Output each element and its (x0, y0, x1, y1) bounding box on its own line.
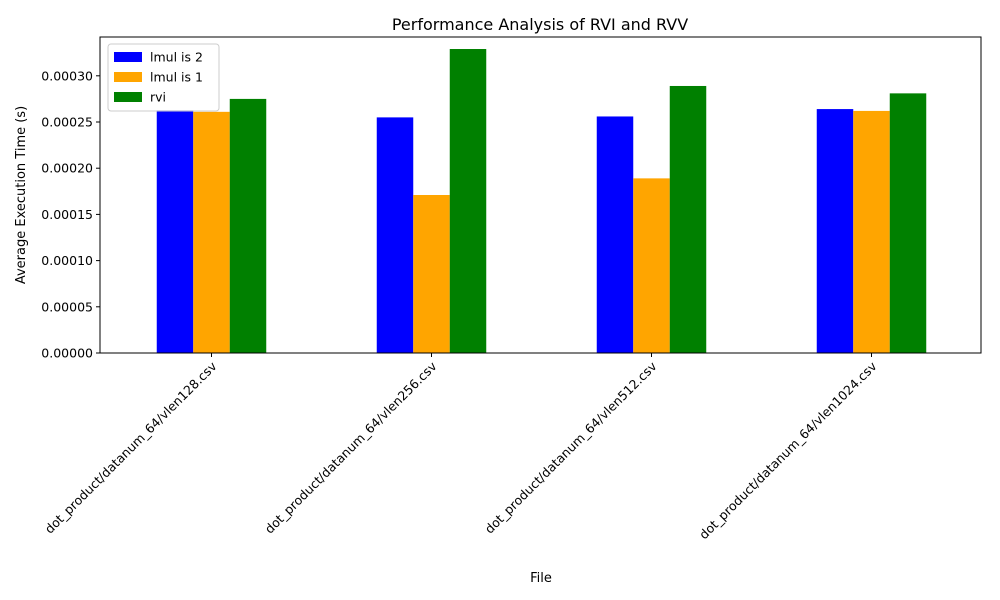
legend-swatch (114, 92, 142, 102)
bar-rvi-3 (889, 93, 927, 353)
x-tick-label: dot_product/datanum_64/vlen128.csv (42, 358, 220, 536)
bar-lmul-is-2-0 (156, 109, 194, 354)
y-tick-label: 0.00025 (41, 115, 93, 130)
x-tick-label: dot_product/datanum_64/vlen1024.csv (696, 358, 880, 542)
bar-rvi-1 (449, 49, 487, 354)
plot-frame (99, 36, 982, 354)
y-tick-label: 0.00010 (41, 253, 93, 268)
legend-label: rvi (150, 90, 166, 105)
y-tick-label: 0.00015 (41, 207, 93, 222)
bars-group (156, 49, 927, 354)
bar-rvi-0 (229, 98, 267, 353)
legend-swatch (114, 72, 142, 82)
chart-title: Performance Analysis of RVI and RVV (392, 15, 688, 34)
bar-lmul-is-1-2 (633, 178, 670, 353)
bar-lmul-is-2-1 (376, 117, 414, 354)
y-tick-label: 0.00005 (41, 299, 93, 314)
x-axis: dot_product/datanum_64/vlen128.csv dot_pr… (42, 353, 880, 542)
bar-lmul-is-2-3 (816, 109, 854, 353)
legend-label: lmul is 1 (150, 70, 203, 85)
y-axis: 0.00000 0.00005 0.00010 0.00015 0.00020 0.000… (41, 68, 100, 361)
x-tick-label: dot_product/datanum_64/vlen256.csv (262, 358, 440, 536)
x-tick-label: dot_product/datanum_64/vlen512.csv (482, 358, 660, 536)
legend: lmul is 2 lmul is 1 rvi (107, 43, 220, 112)
legend-label: lmul is 2 (150, 50, 203, 65)
bar-lmul-is-1-3 (853, 110, 890, 354)
bar-lmul-is-1-0 (193, 111, 230, 353)
bar-rvi-2 (669, 85, 707, 353)
bar-lmul-is-2-2 (596, 116, 634, 353)
bar-lmul-is-1-1 (413, 195, 450, 353)
y-tick-label: 0.00030 (41, 68, 93, 83)
legend-swatch (114, 52, 142, 62)
y-axis-label: Average Execution Time (s) (14, 106, 29, 284)
x-axis-label: File (530, 571, 552, 586)
y-tick-label: 0.00000 (41, 346, 93, 361)
y-tick-label: 0.00020 (41, 161, 93, 176)
